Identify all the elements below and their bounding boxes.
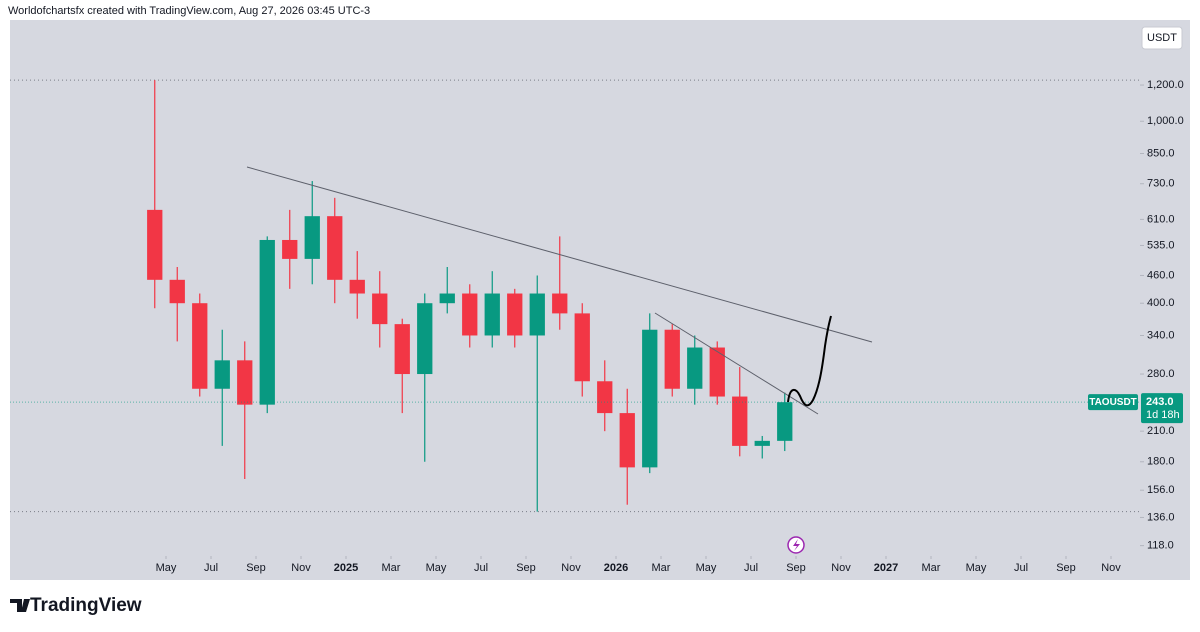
candle-body <box>147 209 163 280</box>
candle-body <box>214 360 230 389</box>
y-tick-label: 460.0 <box>1147 269 1175 281</box>
candle-body <box>732 396 748 446</box>
header-text: Worldofchartsfx created with TradingView… <box>8 5 370 17</box>
candle-body <box>484 293 500 336</box>
plot <box>10 79 1140 513</box>
logo: TradingView <box>10 595 142 616</box>
candle-body <box>552 293 568 314</box>
x-tick-label: May <box>966 562 987 574</box>
candle-body <box>192 303 208 389</box>
x-tick-label: Sep <box>516 562 536 574</box>
y-tick-label: 118.0 <box>1147 540 1174 552</box>
x-tick-label: Mar <box>382 562 401 574</box>
x-tick-label: Nov <box>1101 562 1121 574</box>
x-tick-label: Jul <box>1014 562 1028 574</box>
logo-text: TradingView <box>30 595 142 616</box>
candle-body <box>417 303 433 375</box>
currency-button[interactable] <box>1141 26 1183 50</box>
last-price-label: 243.0 <box>1146 396 1174 408</box>
candle-body <box>439 293 455 304</box>
drawn-curve <box>787 315 832 407</box>
candle-body <box>394 324 410 375</box>
candle-body <box>777 402 793 441</box>
y-tick-label: 400.0 <box>1147 297 1175 309</box>
x-tick-label: May <box>156 562 177 574</box>
candle-body <box>664 329 680 389</box>
candle-body <box>327 216 343 280</box>
candle-body <box>619 413 635 468</box>
countdown-label: 1d 18h <box>1146 409 1180 421</box>
x-tick-label: 2025 <box>334 562 358 574</box>
x-tick-label: Sep <box>786 562 806 574</box>
candle-body <box>282 239 298 259</box>
x-tick-label: Mar <box>652 562 671 574</box>
candle-body <box>462 293 478 336</box>
symbol-label: TAOUSDT <box>1089 397 1137 408</box>
event-icon-bolt <box>793 539 800 551</box>
x-tick-label: Jul <box>204 562 218 574</box>
x-tick-label: 2027 <box>874 562 898 574</box>
y-tick-label: 180.0 <box>1147 456 1175 468</box>
price-tag <box>1141 393 1183 424</box>
y-tick-label: 1,000.0 <box>1147 115 1184 127</box>
x-tick-label: Sep <box>246 562 266 574</box>
x-tick-label: Sep <box>1056 562 1076 574</box>
candle-body <box>642 329 658 468</box>
trend-line <box>654 312 819 415</box>
x-tick-label: May <box>696 562 717 574</box>
currency-label[interactable]: USDT <box>1147 32 1177 44</box>
candle-body <box>529 293 545 336</box>
x-tick-label: Nov <box>561 562 581 574</box>
x-tick-label: Jul <box>744 562 758 574</box>
candle-body <box>507 293 523 336</box>
y-tick-label: 535.0 <box>1147 239 1175 251</box>
y-tick-label: 850.0 <box>1147 147 1175 159</box>
candle-body <box>169 279 185 304</box>
trend-line <box>246 166 873 343</box>
candle-body <box>574 313 590 382</box>
candle-body <box>259 239 275 405</box>
x-tick-label: Mar <box>922 562 941 574</box>
logo-mark <box>10 599 30 612</box>
x-tick-label: May <box>426 562 447 574</box>
y-tick-label: 156.0 <box>1147 484 1175 496</box>
candle-body <box>754 440 770 446</box>
y-tick-label: 210.0 <box>1147 425 1175 437</box>
y-tick-label: 136.0 <box>1147 511 1175 523</box>
x-tick-label: Jul <box>474 562 488 574</box>
y-tick-label: 610.0 <box>1147 213 1175 225</box>
y-tick-label: 340.0 <box>1147 329 1175 341</box>
chart-panel <box>10 20 1190 580</box>
candle-body <box>237 360 253 405</box>
y-tick-label: 730.0 <box>1147 178 1175 190</box>
candle-body <box>709 347 725 397</box>
y-tick-label: 280.0 <box>1147 368 1175 380</box>
x-tick-label: 2026 <box>604 562 628 574</box>
candle-body <box>304 216 320 259</box>
candle-body <box>687 347 703 389</box>
candle-body <box>597 381 613 414</box>
symbol-tag <box>1088 394 1138 411</box>
x-tick-label: Nov <box>291 562 311 574</box>
y-tick-label: 1,200.0 <box>1147 79 1184 91</box>
candle-body <box>349 279 365 294</box>
x-tick-label: Nov <box>831 562 851 574</box>
candle-body <box>372 293 388 325</box>
